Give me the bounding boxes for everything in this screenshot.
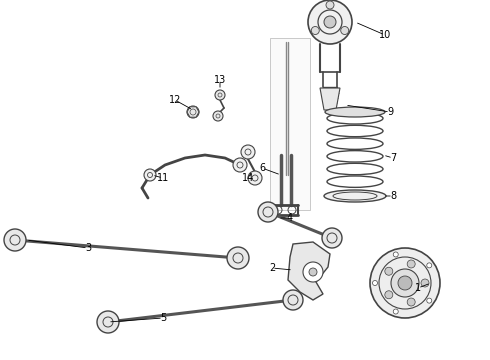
Circle shape [227, 247, 249, 269]
Text: 14: 14 [242, 173, 254, 183]
Circle shape [407, 260, 415, 268]
Circle shape [311, 27, 319, 35]
Circle shape [215, 90, 225, 100]
Text: 2: 2 [269, 263, 275, 273]
Circle shape [213, 111, 223, 121]
Text: 5: 5 [160, 313, 166, 323]
Circle shape [324, 16, 336, 28]
Text: 11: 11 [157, 173, 169, 183]
Circle shape [370, 248, 440, 318]
Polygon shape [187, 107, 199, 117]
Circle shape [97, 311, 119, 333]
Text: 7: 7 [390, 153, 396, 163]
Text: 1: 1 [415, 283, 421, 293]
Circle shape [303, 262, 323, 282]
Circle shape [241, 145, 255, 159]
Circle shape [248, 171, 262, 185]
Circle shape [144, 169, 156, 181]
Polygon shape [288, 242, 330, 300]
Ellipse shape [324, 190, 386, 202]
Circle shape [308, 0, 352, 44]
Ellipse shape [325, 107, 385, 117]
Polygon shape [270, 38, 310, 210]
Text: 9: 9 [387, 107, 393, 117]
Circle shape [233, 158, 247, 172]
Circle shape [427, 298, 432, 303]
Circle shape [391, 269, 419, 297]
Circle shape [4, 229, 26, 251]
Text: 10: 10 [379, 30, 391, 40]
Circle shape [385, 267, 393, 275]
Circle shape [187, 106, 199, 118]
Text: 6: 6 [259, 163, 265, 173]
Circle shape [393, 309, 398, 314]
Text: 4: 4 [287, 213, 293, 223]
Circle shape [326, 1, 334, 9]
Circle shape [427, 263, 432, 268]
Circle shape [393, 252, 398, 257]
Circle shape [372, 280, 377, 285]
Polygon shape [320, 88, 340, 110]
Circle shape [283, 290, 303, 310]
Circle shape [309, 268, 317, 276]
Text: 8: 8 [390, 191, 396, 201]
Circle shape [385, 291, 393, 299]
Circle shape [407, 298, 415, 306]
Circle shape [398, 276, 412, 290]
Text: 12: 12 [169, 95, 181, 105]
Text: 13: 13 [214, 75, 226, 85]
Circle shape [421, 279, 429, 287]
Text: 3: 3 [85, 243, 91, 253]
Circle shape [341, 27, 349, 35]
Circle shape [322, 228, 342, 248]
Circle shape [258, 202, 278, 222]
